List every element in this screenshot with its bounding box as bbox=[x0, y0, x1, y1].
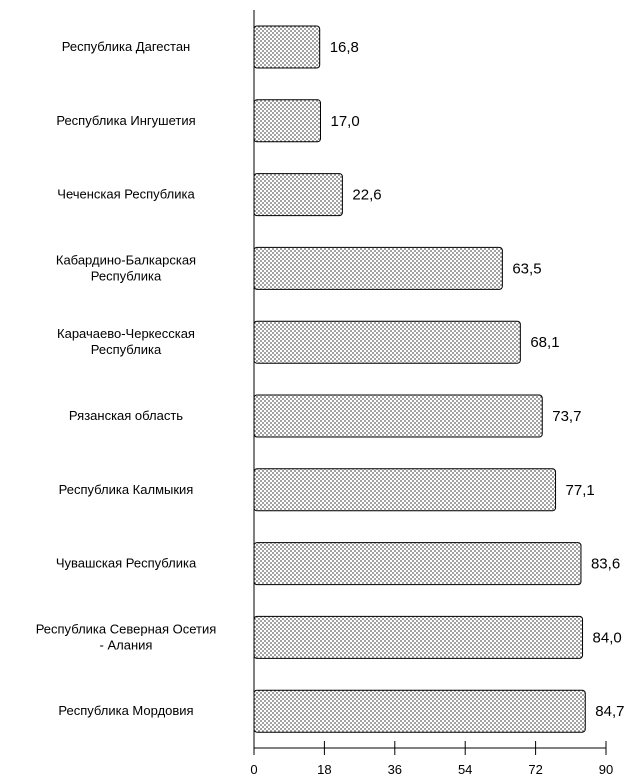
bar-value-label: 68,1 bbox=[530, 334, 559, 351]
bar bbox=[253, 173, 343, 217]
category-label: Кабардино-Балкарская Республика bbox=[56, 252, 196, 283]
bar-value-label: 84,7 bbox=[595, 703, 624, 720]
bar bbox=[253, 542, 582, 586]
x-tick-label: 54 bbox=[458, 762, 472, 777]
category-label: Республика Северная Осетия - Алания bbox=[36, 621, 217, 652]
category-label: Республика Калмыкия bbox=[59, 482, 194, 497]
category-label: Рязанская область bbox=[69, 408, 183, 423]
x-tick-label: 90 bbox=[599, 762, 613, 777]
bar bbox=[253, 689, 586, 733]
x-tick-label: 18 bbox=[317, 762, 331, 777]
category-label: Карачаево-Черкесская Республика bbox=[57, 326, 195, 357]
bar bbox=[253, 394, 543, 438]
bar bbox=[253, 615, 584, 659]
bar-value-label: 77,1 bbox=[566, 482, 595, 499]
category-label: Республика Мордовия bbox=[58, 703, 193, 718]
x-axis: 0 18 36 54 72 90 bbox=[250, 10, 613, 777]
bar bbox=[253, 246, 503, 290]
x-tick-label: 72 bbox=[528, 762, 542, 777]
value-labels: 16,8 17,0 22,6 63,5 68,1 73,7 77,1 83,6 84,0 84,7 bbox=[330, 39, 625, 720]
bars-layer bbox=[253, 25, 586, 733]
category-label: Чувашская Республика bbox=[56, 556, 197, 571]
category-label: Республика Дагестан bbox=[62, 39, 190, 54]
bar-value-label: 17,0 bbox=[330, 113, 359, 130]
category-label: Чеченская Республика bbox=[57, 187, 195, 202]
bar bbox=[253, 320, 521, 364]
x-tick-label: 0 bbox=[250, 762, 257, 777]
bar bbox=[253, 25, 321, 69]
bar bbox=[253, 468, 557, 512]
bar bbox=[253, 99, 321, 143]
bar-value-label: 22,6 bbox=[352, 187, 381, 204]
bar-value-label: 73,7 bbox=[552, 408, 581, 425]
category-label: Республика Ингушетия bbox=[56, 113, 195, 128]
x-tick-label: 36 bbox=[388, 762, 402, 777]
category-labels: Республика Дагестан Республика Ингушетия Ч… bbox=[36, 39, 217, 718]
bar-value-label: 63,5 bbox=[512, 260, 541, 277]
bar-value-label: 16,8 bbox=[330, 39, 359, 56]
bar-value-label: 83,6 bbox=[591, 556, 620, 573]
bar-value-label: 84,0 bbox=[593, 629, 622, 646]
